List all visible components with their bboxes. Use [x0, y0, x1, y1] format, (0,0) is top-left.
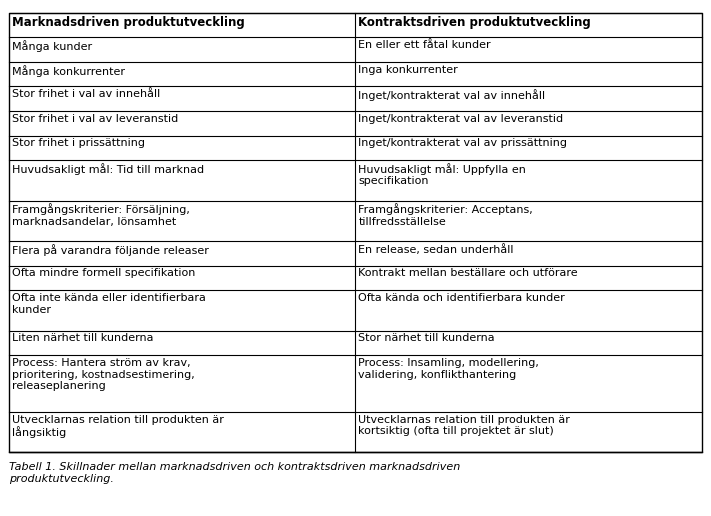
Text: Ofta mindre formell specifikation: Ofta mindre formell specifikation: [12, 268, 196, 279]
Text: Process: Hantera ström av krav,
prioritering, kostnadsestimering,
releaseplaneri: Process: Hantera ström av krav, priorite…: [12, 358, 195, 391]
Text: Utvecklarnas relation till produkten är
kortsiktig (ofta till projektet är slut): Utvecklarnas relation till produkten är …: [358, 414, 570, 436]
Text: Framgångskriterier: Acceptans,
tillfredsställelse: Framgångskriterier: Acceptans, tillfreds…: [358, 203, 533, 227]
Text: Tabell 1. Skillnader mellan marknadsdriven och kontraktsdriven marknadsdriven
pr: Tabell 1. Skillnader mellan marknadsdriv…: [9, 462, 460, 485]
Text: Marknadsdriven produktutveckling: Marknadsdriven produktutveckling: [12, 15, 245, 28]
Text: Huvudsakligt mål: Uppfylla en
specifikation: Huvudsakligt mål: Uppfylla en specifikat…: [358, 163, 526, 186]
Text: Liten närhet till kunderna: Liten närhet till kunderna: [12, 333, 154, 344]
Text: Inga konkurrenter: Inga konkurrenter: [358, 64, 458, 75]
Text: Flera på varandra följande releaser: Flera på varandra följande releaser: [12, 244, 209, 256]
Bar: [9, 13, 702, 453]
Text: Process: Insamling, modellering,
validering, konflikthantering: Process: Insamling, modellering, valider…: [358, 358, 539, 380]
Text: Framgångskriterier: Försäljning,
marknadsandelar, lönsamhet: Framgångskriterier: Försäljning, marknad…: [12, 203, 190, 227]
Text: Inget/kontrakterat val av prissättning: Inget/kontrakterat val av prissättning: [358, 138, 567, 148]
Text: Inget/kontrakterat val av innehåll: Inget/kontrakterat val av innehåll: [358, 89, 545, 101]
Text: Huvudsakligt mål: Tid till marknad: Huvudsakligt mål: Tid till marknad: [12, 163, 204, 175]
Text: Stor närhet till kunderna: Stor närhet till kunderna: [358, 333, 495, 344]
Text: Stor frihet i prissättning: Stor frihet i prissättning: [12, 138, 145, 148]
Text: Kontrakt mellan beställare och utförare: Kontrakt mellan beställare och utförare: [358, 268, 578, 279]
Text: En eller ett fåtal kunder: En eller ett fåtal kunder: [358, 40, 491, 50]
Text: Kontraktsdriven produktutveckling: Kontraktsdriven produktutveckling: [358, 15, 591, 28]
Text: Många konkurrenter: Många konkurrenter: [12, 64, 125, 76]
Text: Ofta inte kända eller identifierbara
kunder: Ofta inte kända eller identifierbara kun…: [12, 293, 206, 315]
Text: Utvecklarnas relation till produkten är
långsiktig: Utvecklarnas relation till produkten är …: [12, 414, 224, 439]
Text: Många kunder: Många kunder: [12, 40, 92, 52]
Text: Stor frihet i val av leveranstid: Stor frihet i val av leveranstid: [12, 114, 178, 124]
Text: Stor frihet i val av innehåll: Stor frihet i val av innehåll: [12, 89, 160, 99]
Text: Ofta kända och identifierbara kunder: Ofta kända och identifierbara kunder: [358, 293, 565, 303]
Text: Inget/kontrakterat val av leveranstid: Inget/kontrakterat val av leveranstid: [358, 114, 563, 124]
Text: En release, sedan underhåll: En release, sedan underhåll: [358, 244, 514, 255]
